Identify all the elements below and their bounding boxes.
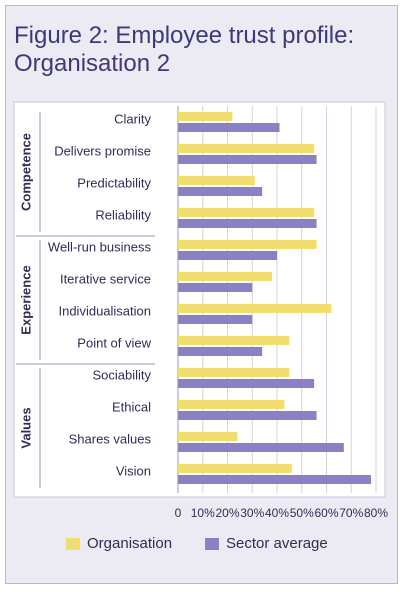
chart-title-line-2: Organisation 2: [14, 50, 171, 77]
legend-swatch-organisation: [66, 538, 80, 550]
bar-sector-average: [178, 155, 317, 164]
bar-sector-average: [178, 379, 315, 388]
bar-sector-average: [178, 123, 280, 132]
bar-organisation: [178, 208, 315, 217]
legend-label-sector-average: Sector average: [226, 535, 328, 552]
category-label: Point of view: [77, 335, 151, 350]
bar-organisation: [178, 432, 238, 441]
category-label: Individualisation: [58, 303, 151, 318]
bar-organisation: [178, 240, 317, 249]
category-label: Sociability: [92, 367, 151, 382]
x-tick-label: 20%: [215, 506, 239, 520]
group-label: Competence: [18, 133, 33, 211]
chart-title: Figure 2: Employee trust profile: Organi…: [14, 22, 354, 78]
bar-sector-average: [178, 443, 344, 452]
x-tick-label: 50%: [290, 506, 314, 520]
category-label: Delivers promise: [54, 143, 151, 158]
bar-organisation: [178, 272, 273, 281]
group-label: Experience: [18, 265, 33, 334]
x-tick-label: 10%: [191, 506, 215, 520]
category-label: Iterative service: [60, 271, 151, 286]
bar-organisation: [178, 176, 255, 185]
category-label: Reliability: [95, 207, 151, 222]
category-label: Predictability: [77, 175, 151, 190]
chart-title-line-1: Figure 2: Employee trust profile:: [14, 22, 355, 49]
bar-organisation: [178, 144, 315, 153]
bar-sector-average: [178, 411, 317, 420]
bar-organisation: [178, 336, 290, 345]
bar-sector-average: [178, 283, 253, 292]
bar-organisation: [178, 112, 233, 121]
x-tick-label: 70%: [339, 506, 363, 520]
x-tick-label: 40%: [265, 506, 289, 520]
legend-label-organisation: Organisation: [87, 535, 172, 552]
group-label: Values: [18, 407, 33, 448]
bar-sector-average: [178, 187, 263, 196]
category-label: Ethical: [112, 399, 151, 414]
bar-organisation: [178, 400, 285, 409]
plot-area: [13, 101, 386, 498]
x-tick-label: 80%: [364, 506, 388, 520]
bar-organisation: [178, 368, 290, 377]
x-tick-label: 60%: [314, 506, 338, 520]
legend-swatch-sector-average: [205, 538, 219, 550]
bar-sector-average: [178, 251, 277, 260]
bar-sector-average: [178, 219, 317, 228]
category-label: Vision: [116, 463, 151, 478]
category-label: Shares values: [69, 431, 152, 446]
bar-sector-average: [178, 315, 253, 324]
x-tick-label: 0: [175, 506, 182, 520]
bar-organisation: [178, 304, 332, 313]
bar-sector-average: [178, 475, 372, 484]
x-tick-label: 30%: [240, 506, 264, 520]
category-label: Clarity: [114, 111, 151, 126]
bar-sector-average: [178, 347, 263, 356]
category-label: Well-run business: [48, 239, 152, 254]
bar-organisation: [178, 464, 292, 473]
